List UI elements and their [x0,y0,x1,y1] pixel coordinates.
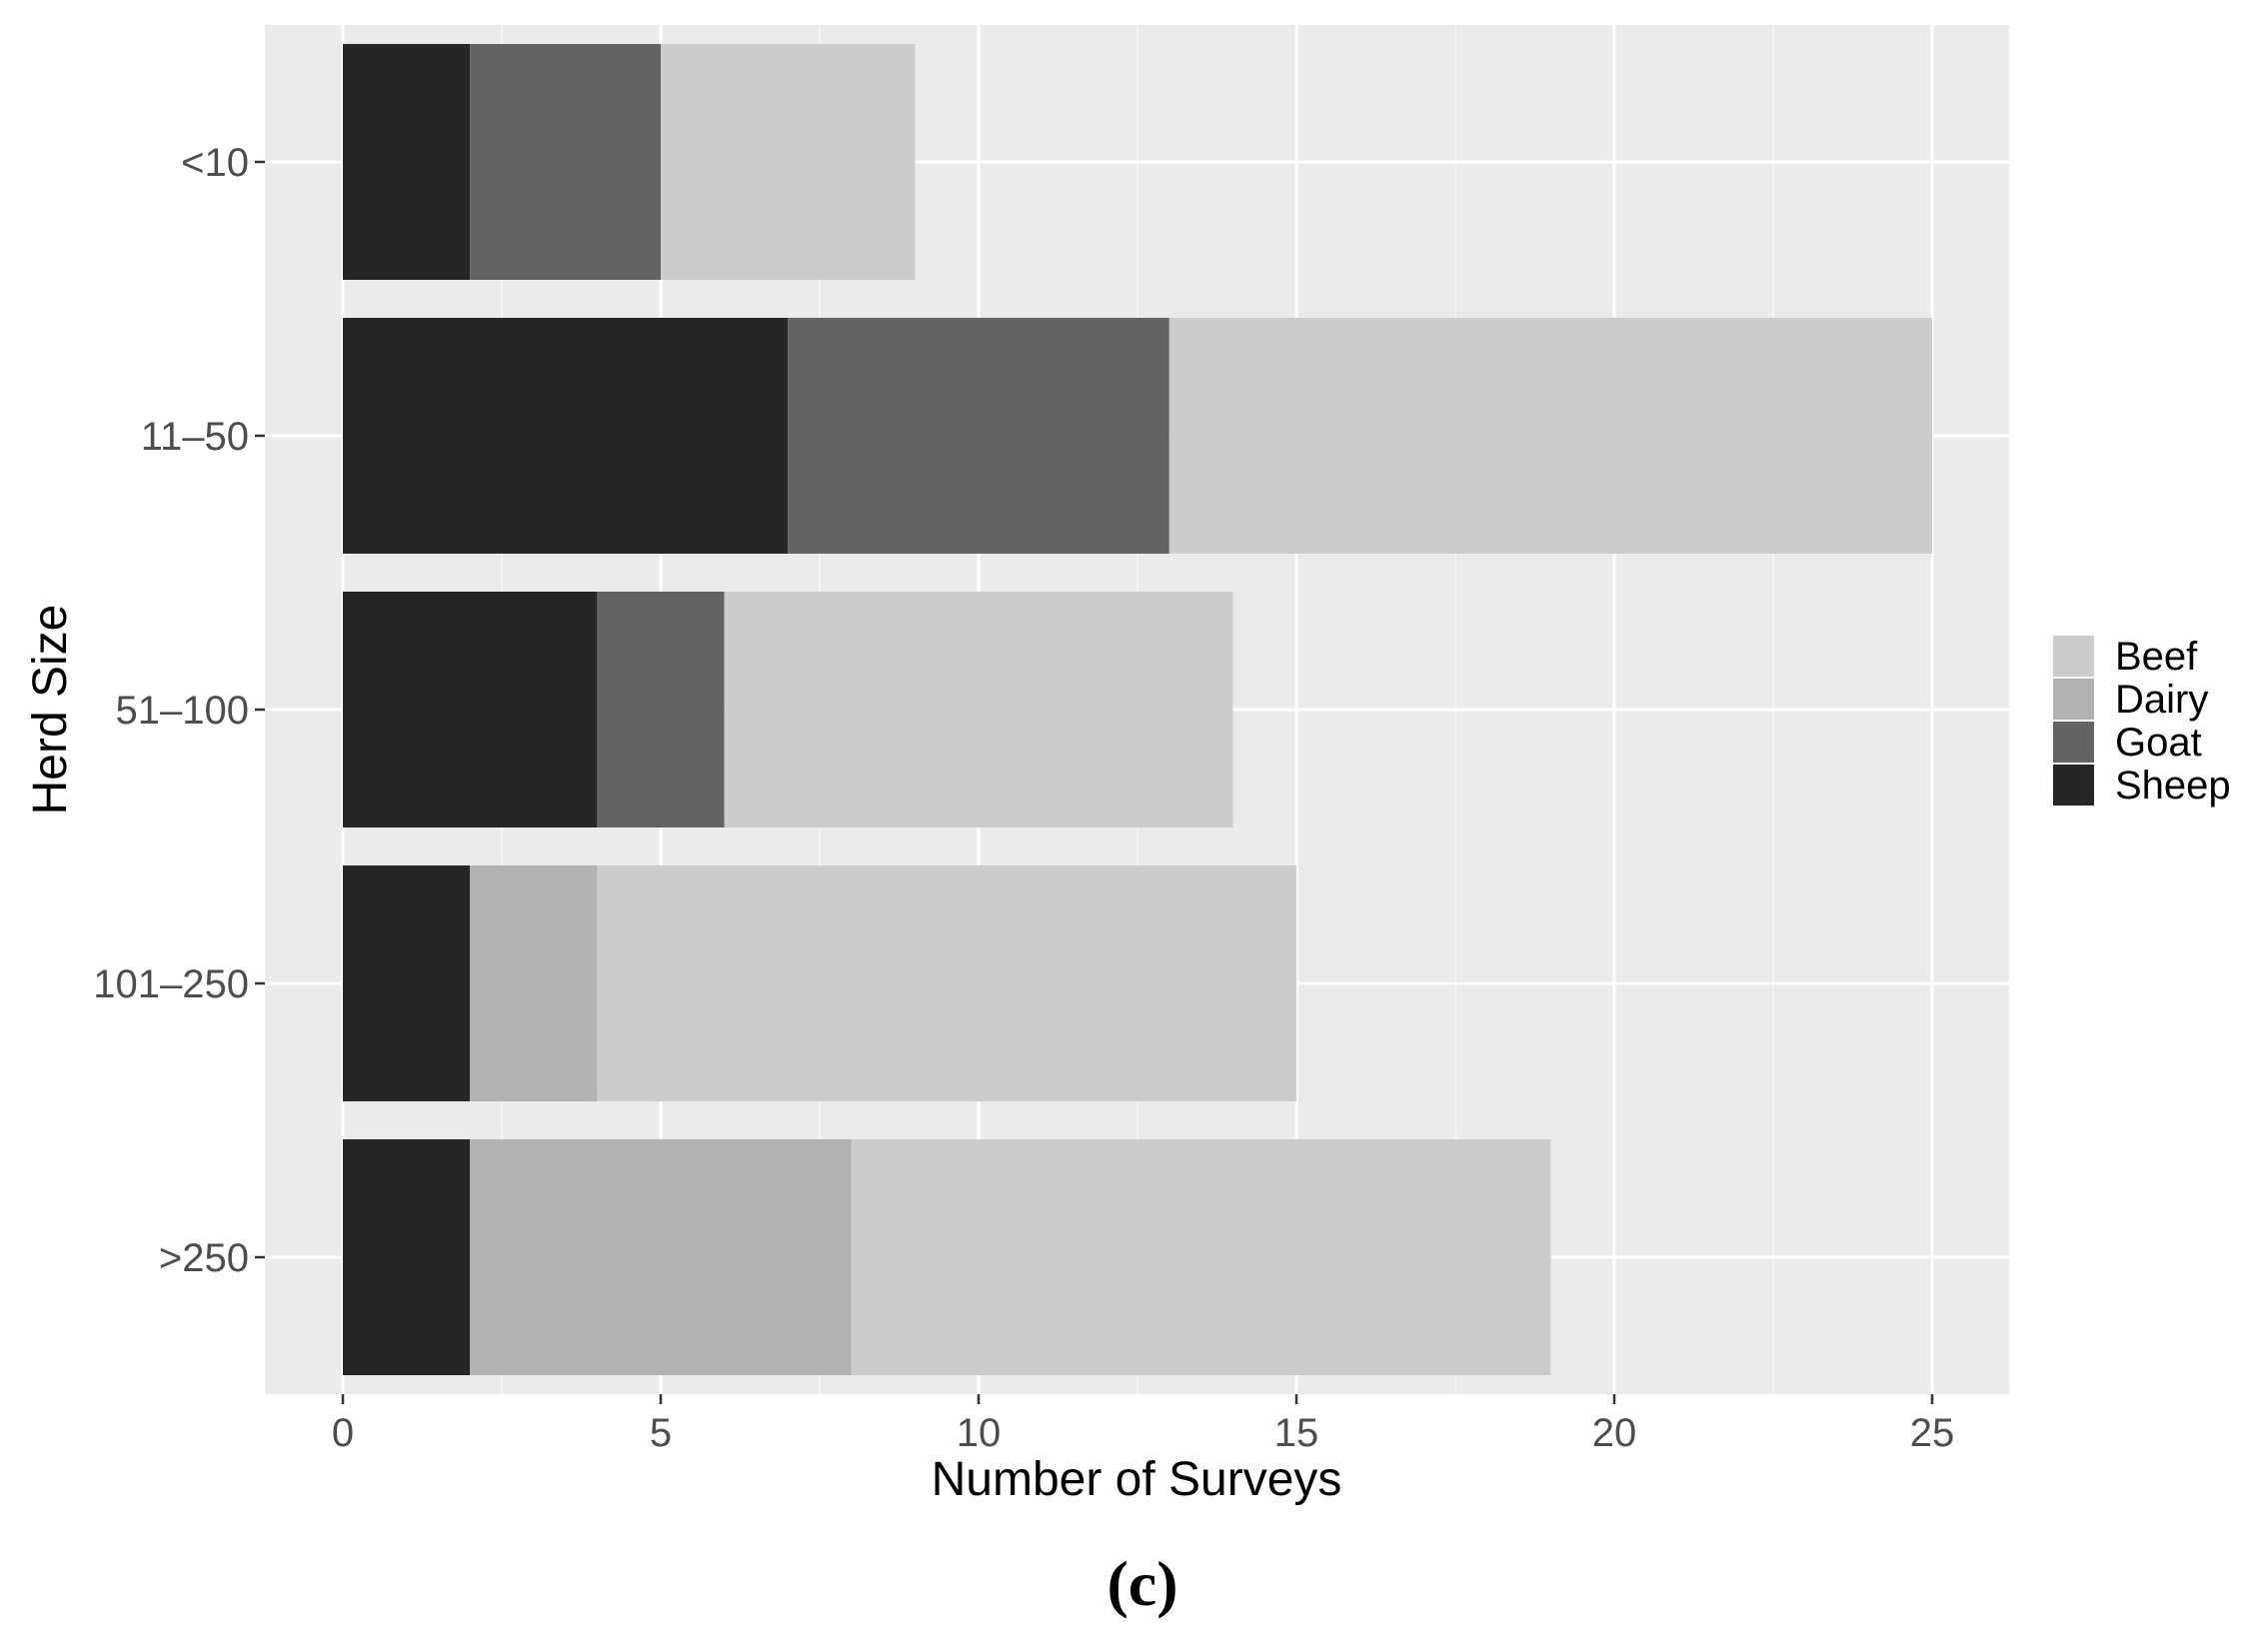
y-axis-title: Herd Size [24,605,77,816]
figure-caption: (c) [1107,1548,1177,1619]
bar-sheep-1 [343,318,789,554]
bar-beef-3 [597,865,1296,1101]
y-tick-label: 51–100 [116,689,249,733]
x-axis-ticks: 0 5 10 15 20 25 [332,1394,1954,1455]
bar-goat-0 [470,44,661,280]
y-axis-ticks: <10 11–50 51–100 101–250 >250 [93,141,265,1280]
legend-label-goat: Goat [2115,721,2202,765]
legend-key-beef [2051,634,2096,679]
bar-dairy-4 [470,1139,852,1375]
bar-dairy-3 [470,865,598,1101]
bar-beef-0 [661,44,916,280]
y-tick-label: 11–50 [141,415,249,459]
bar-goat-1 [788,318,1169,554]
y-tick-label: 101–250 [93,962,249,1006]
bar-sheep-4 [343,1139,471,1375]
bar-beef-1 [1168,318,1932,554]
x-tick-label: 25 [1910,1411,1955,1455]
bar-beef-2 [724,592,1233,827]
bar-goat-2 [597,592,725,827]
bars [343,44,1932,1375]
bar-sheep-3 [343,865,471,1101]
legend-label-beef: Beef [2115,635,2198,679]
bar-beef-4 [851,1139,1551,1375]
legend-key-dairy [2051,677,2096,722]
y-tick-label: <10 [181,141,249,185]
x-tick-label: 5 [650,1411,672,1455]
bar-sheep-2 [343,592,598,827]
x-axis-title: Number of Surveys [932,1453,1342,1506]
x-tick-label: 15 [1274,1411,1319,1455]
legend-key-sheep [2051,763,2096,808]
legend-key-goat [2051,720,2096,765]
legend-label-dairy: Dairy [2115,678,2208,722]
y-tick-label: >250 [159,1236,249,1280]
bar-sheep-0 [343,44,471,280]
x-tick-label: 20 [1592,1411,1637,1455]
x-tick-label: 10 [957,1411,1002,1455]
x-tick-label: 0 [332,1411,354,1455]
legend-label-sheep: Sheep [2115,764,2231,808]
